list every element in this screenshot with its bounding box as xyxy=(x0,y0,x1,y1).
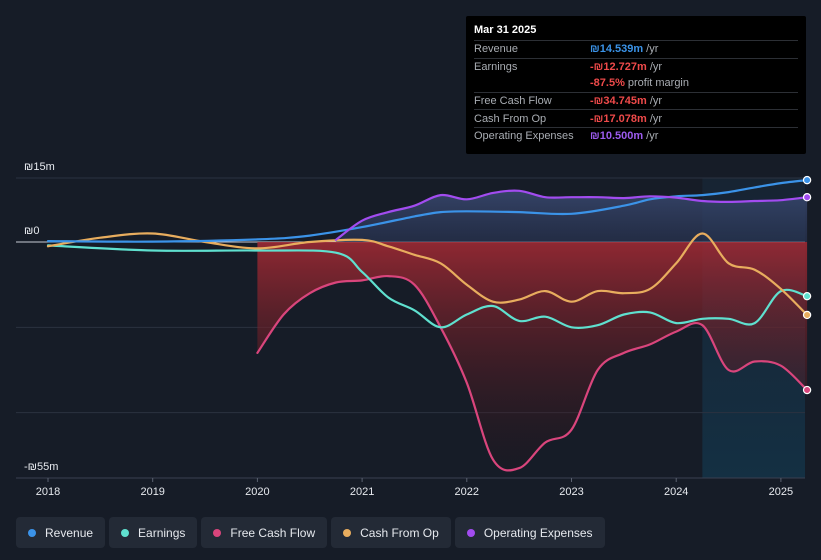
x-tick-label: 2022 xyxy=(455,486,479,498)
tooltip-value: -₪17.078m xyxy=(590,112,647,125)
legend-dot-icon xyxy=(343,528,352,537)
tooltip-label: Earnings xyxy=(474,60,518,73)
tooltip-value: -₪12.727m xyxy=(590,60,647,73)
legend-label: Cash From Op xyxy=(360,525,439,540)
tooltip-panel: Mar 31 2025 Revenue ₪14.539m /yr Earning… xyxy=(466,16,806,154)
series-end-point-earnings xyxy=(802,291,812,301)
tooltip-value: ₪14.539m xyxy=(590,43,644,56)
series-end-point-cash-from-op xyxy=(802,310,812,320)
tooltip-row-free-cash-flow: Free Cash Flow -₪34.745m /yr xyxy=(474,91,798,110)
legend-dot-icon xyxy=(28,528,36,537)
legend-label: Operating Expenses xyxy=(483,525,593,540)
legend-dot-icon xyxy=(466,528,475,537)
tooltip-date: Mar 31 2025 xyxy=(474,24,537,36)
series-end-point-revenue xyxy=(802,175,812,185)
legend-item-revenue[interactable]: Revenue xyxy=(16,517,106,548)
legend-item-earnings[interactable]: Earnings xyxy=(109,517,198,548)
series-end-point-operating-expenses xyxy=(802,192,812,202)
tooltip-unit: /yr xyxy=(649,60,663,73)
tooltip-unit: /yr xyxy=(649,95,663,108)
tooltip-row-profit-margin: -87.5% profit margin xyxy=(474,75,798,92)
legend-label: Free Cash Flow xyxy=(230,525,316,540)
x-tick-label: 2018 xyxy=(36,486,60,498)
tooltip-row-operating-expenses: Operating Expenses ₪10.500m /yr xyxy=(474,126,798,145)
tooltip-unit: /yr xyxy=(646,130,659,143)
free-cash-flow-area xyxy=(257,242,808,471)
legend-dot-icon xyxy=(213,528,222,537)
series-line-cash-from-op xyxy=(46,232,809,317)
legend-label: Earnings xyxy=(138,525,186,540)
chart-legend: Revenue Earnings Free Cash Flow Cash Fro… xyxy=(16,517,605,548)
x-tick-label: 2019 xyxy=(140,486,164,498)
x-tick-label: 2023 xyxy=(559,486,583,498)
series-line-revenue xyxy=(46,179,809,243)
series-line-free-cash-flow xyxy=(256,274,809,472)
series-line-operating-expenses xyxy=(334,189,809,241)
tooltip-unit: /yr xyxy=(649,112,663,125)
tooltip-unit: profit margin xyxy=(627,77,689,90)
series-line-earnings xyxy=(46,244,809,329)
tooltip-label: Free Cash Flow xyxy=(474,95,552,108)
opex-area xyxy=(335,190,808,242)
tooltip-label: Cash From Op xyxy=(474,112,547,125)
series-end-point-free-cash-flow xyxy=(802,385,812,395)
y-tick-label: ₪0 xyxy=(24,225,39,237)
legend-dot-icon xyxy=(121,528,130,537)
legend-item-cash-from-op[interactable]: Cash From Op xyxy=(331,517,451,548)
x-tick-label: 2021 xyxy=(350,486,374,498)
tooltip-value: -87.5% xyxy=(590,77,625,90)
tooltip-label: Revenue xyxy=(474,43,519,56)
legend-label: Revenue xyxy=(45,525,94,540)
legend-item-operating-expenses[interactable]: Operating Expenses xyxy=(454,517,605,548)
x-tick-label: 2020 xyxy=(245,486,269,498)
tooltip-row-cash-from-op: Cash From Op -₪17.078m /yr xyxy=(474,109,798,127)
x-tick-label: 2025 xyxy=(769,486,793,498)
tooltip-value: ₪10.500m xyxy=(590,130,644,143)
tooltip-row-revenue: Revenue ₪14.539m /yr xyxy=(474,40,798,58)
legend-item-free-cash-flow[interactable]: Free Cash Flow xyxy=(201,517,328,548)
tooltip-row-earnings: Earnings -₪12.727m /yr xyxy=(474,57,798,76)
x-tick-label: 2024 xyxy=(664,486,688,498)
tooltip-unit: /yr xyxy=(646,43,659,56)
tooltip-label: Operating Expenses xyxy=(474,130,574,143)
y-tick-label: ₪15m xyxy=(24,161,55,173)
tooltip-value: -₪34.745m xyxy=(590,95,647,108)
y-tick-label: -₪55m xyxy=(24,461,58,473)
